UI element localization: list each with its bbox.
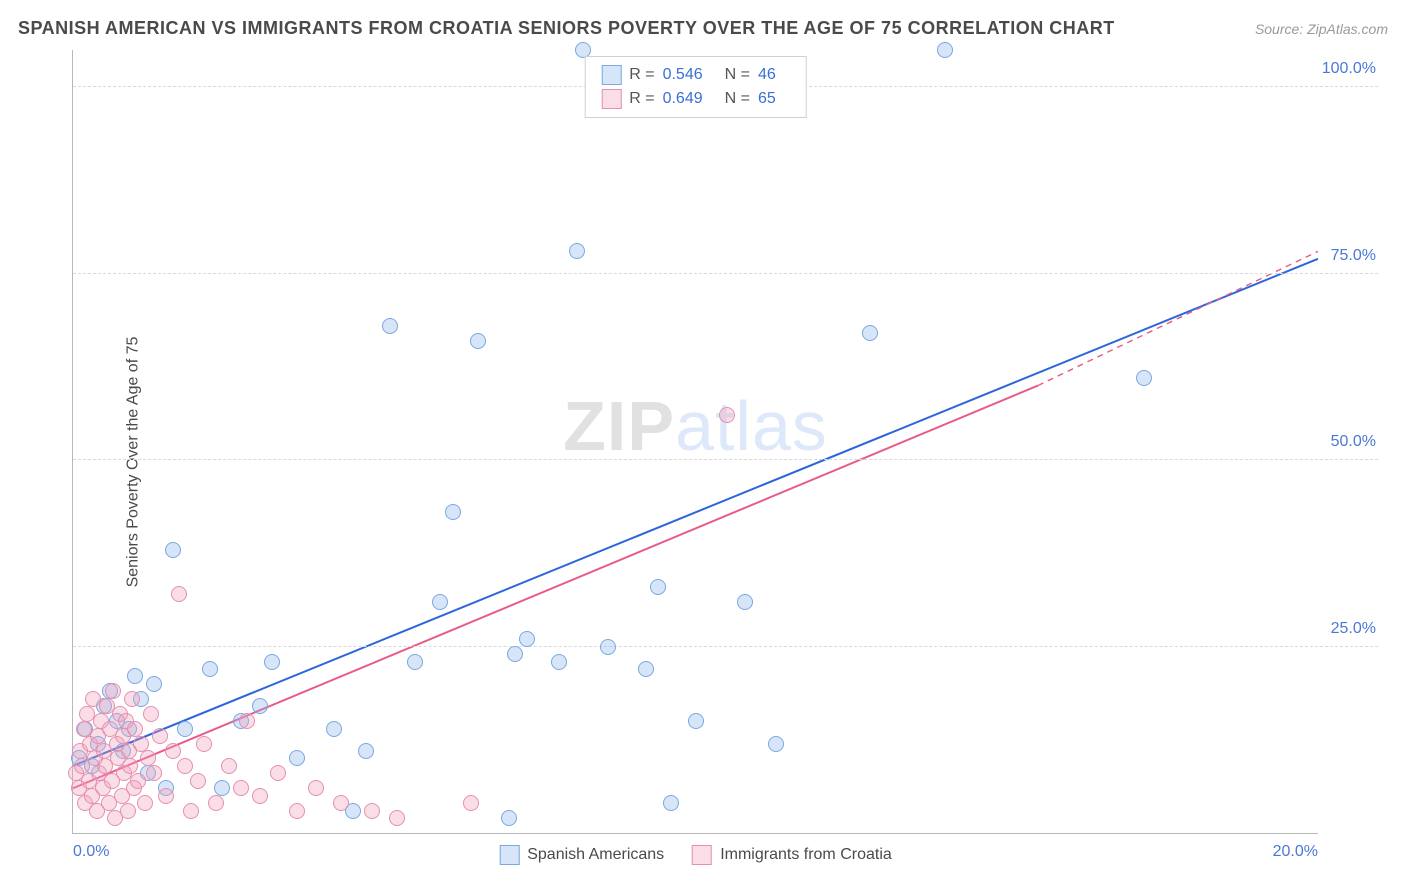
page-title: SPANISH AMERICAN VS IMMIGRANTS FROM CROA…: [18, 18, 1115, 39]
x-tick-label: 0.0%: [73, 843, 109, 861]
source-label: Source: ZipAtlas.com: [1255, 21, 1388, 37]
legend-row: R = 0.649 N = 65: [601, 87, 790, 111]
legend-swatch: [601, 89, 621, 109]
data-point: [445, 504, 461, 520]
data-point: [407, 654, 423, 670]
data-point: [214, 780, 230, 796]
data-point: [252, 788, 268, 804]
series-legend: Spanish Americans Immigrants from Croatia: [499, 845, 892, 865]
data-point: [127, 721, 143, 737]
n-label: N =: [725, 66, 750, 84]
data-point: [862, 325, 878, 341]
data-point: [105, 683, 121, 699]
data-point: [143, 706, 159, 722]
data-point: [551, 654, 567, 670]
n-value: 46: [758, 66, 776, 84]
data-point: [177, 758, 193, 774]
n-label: N =: [725, 90, 750, 108]
data-point: [333, 795, 349, 811]
data-point: [127, 668, 143, 684]
data-point: [470, 333, 486, 349]
data-point: [663, 795, 679, 811]
data-point: [137, 795, 153, 811]
watermark-text-b: atlas: [675, 387, 828, 465]
data-point: [289, 750, 305, 766]
data-point: [124, 691, 140, 707]
data-point: [737, 594, 753, 610]
y-tick-label: 100.0%: [1322, 60, 1376, 78]
data-point: [650, 579, 666, 595]
y-tick-label: 25.0%: [1331, 620, 1376, 638]
data-point: [221, 758, 237, 774]
data-point: [600, 639, 616, 655]
data-point: [152, 728, 168, 744]
data-point: [768, 736, 784, 752]
data-point: [208, 795, 224, 811]
data-point: [308, 780, 324, 796]
data-point: [364, 803, 380, 819]
data-point: [120, 803, 136, 819]
data-point: [130, 773, 146, 789]
y-tick-label: 50.0%: [1331, 433, 1376, 451]
correlation-legend: R = 0.546 N = 46 R = 0.649 N = 65: [584, 56, 807, 118]
data-point: [158, 788, 174, 804]
data-point: [122, 758, 138, 774]
chart-container: Seniors Poverty Over the Age of 75 ZIPat…: [18, 50, 1388, 874]
legend-label: Spanish Americans: [527, 846, 664, 864]
data-point: [133, 736, 149, 752]
data-point: [190, 773, 206, 789]
data-point: [270, 765, 286, 781]
data-point: [140, 750, 156, 766]
data-point: [239, 713, 255, 729]
watermark: ZIPatlas: [563, 386, 828, 466]
legend-swatch: [499, 845, 519, 865]
data-point: [937, 42, 953, 58]
data-point: [382, 318, 398, 334]
legend-item: Immigrants from Croatia: [692, 845, 892, 865]
n-value: 65: [758, 90, 776, 108]
data-point: [688, 713, 704, 729]
data-point: [165, 542, 181, 558]
gridline-h: [73, 459, 1378, 460]
data-point: [177, 721, 193, 737]
r-label: R =: [629, 90, 654, 108]
data-point: [146, 676, 162, 692]
data-point: [264, 654, 280, 670]
gridline-h: [73, 273, 1378, 274]
watermark-text-a: ZIP: [563, 387, 675, 465]
data-point: [252, 698, 268, 714]
legend-row: R = 0.546 N = 46: [601, 63, 790, 87]
legend-swatch: [692, 845, 712, 865]
data-point: [463, 795, 479, 811]
data-point: [519, 631, 535, 647]
scatter-plot: ZIPatlas R =0.546N =46R =0.649N =65 Span…: [72, 50, 1318, 834]
legend-label: Immigrants from Croatia: [720, 846, 892, 864]
data-point: [389, 810, 405, 826]
data-point: [1136, 370, 1152, 386]
data-point: [501, 810, 517, 826]
data-point: [507, 646, 523, 662]
data-point: [171, 586, 187, 602]
r-value: 0.546: [663, 66, 703, 84]
data-point: [233, 780, 249, 796]
r-value: 0.649: [663, 90, 703, 108]
y-tick-label: 75.0%: [1331, 247, 1376, 265]
data-point: [202, 661, 218, 677]
data-point: [326, 721, 342, 737]
data-point: [146, 765, 162, 781]
data-point: [638, 661, 654, 677]
data-point: [358, 743, 374, 759]
data-point: [432, 594, 448, 610]
legend-swatch: [601, 65, 621, 85]
legend-item: Spanish Americans: [499, 845, 664, 865]
gridline-h: [73, 646, 1378, 647]
data-point: [196, 736, 212, 752]
data-point: [289, 803, 305, 819]
data-point: [183, 803, 199, 819]
data-point: [165, 743, 181, 759]
data-point: [719, 407, 735, 423]
data-point: [569, 243, 585, 259]
r-label: R =: [629, 66, 654, 84]
x-tick-label: 20.0%: [1273, 843, 1318, 861]
